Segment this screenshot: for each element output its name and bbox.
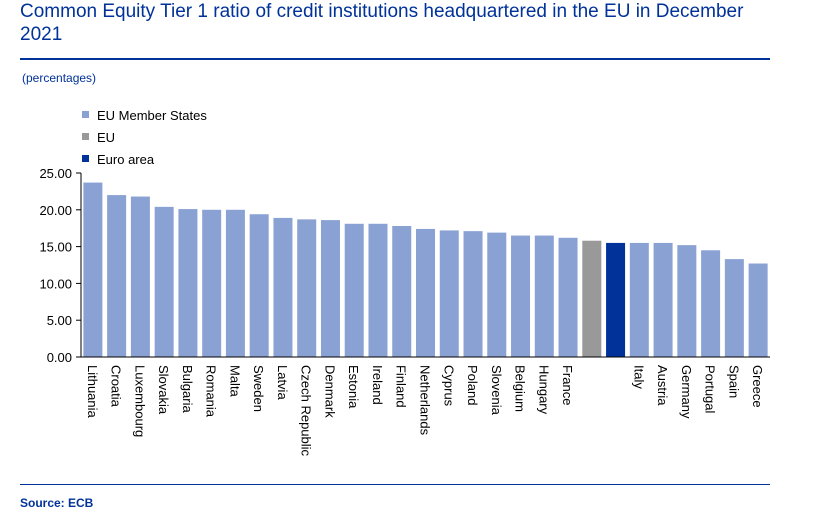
- bar-portugal: [701, 250, 721, 357]
- bar-poland: [463, 231, 483, 357]
- bar-spain: [724, 259, 744, 357]
- bar-slovenia: [487, 232, 507, 357]
- y-axis: 0.00 5.00 10.00 15.00 20.00 25.00: [39, 166, 82, 365]
- bar-bulgaria: [178, 209, 198, 357]
- bar-croatia: [107, 195, 127, 357]
- x-tick-label: Latvia: [275, 365, 290, 400]
- x-tick-label: Slovenia: [489, 365, 504, 416]
- unit-label: (percentages): [22, 71, 97, 85]
- bar-eu: [582, 240, 602, 357]
- bar-austria: [653, 242, 673, 357]
- y-tick-label: 0.00: [47, 350, 72, 365]
- x-tick-label: Hungary: [536, 365, 551, 415]
- bar-greece: [748, 263, 768, 357]
- legend-swatch-member: [82, 111, 89, 118]
- bars: [83, 182, 768, 357]
- y-tick-label: 25.00: [39, 166, 72, 181]
- bar-denmark: [320, 220, 340, 357]
- y-tick-label: 20.00: [39, 203, 72, 218]
- bar-sweden: [249, 214, 269, 357]
- x-tick-label: Malta: [227, 365, 242, 398]
- legend-swatch-euro_area: [82, 155, 89, 162]
- x-tick-label: Italy: [631, 365, 646, 389]
- bar-chart: EU Member States EU Euro area 0.00 5.00 10.0…: [39, 108, 770, 457]
- x-tick-label: Estonia: [346, 365, 361, 409]
- x-tick-label: Cyprus: [441, 365, 456, 407]
- x-tick-label: Lithuania: [85, 365, 100, 419]
- bar-cyprus: [439, 230, 459, 357]
- x-tick-label: Germany: [679, 365, 694, 419]
- source-note: Source: ECB: [20, 496, 94, 510]
- x-tick-label: Spain: [726, 365, 741, 398]
- bar-hungary: [534, 235, 554, 357]
- x-tick-label: Romania: [204, 365, 219, 418]
- bar-finland: [392, 225, 412, 357]
- x-tick-label: Finland: [394, 365, 409, 408]
- footer-divider: [20, 484, 770, 485]
- x-tick-label: Portugal: [703, 365, 718, 414]
- legend: EU Member States EU Euro area: [82, 108, 207, 167]
- x-tick-label: Czech Republic: [299, 365, 314, 457]
- bar-belgium: [511, 235, 531, 357]
- bar-slovakia: [154, 206, 174, 357]
- y-tick-label: 10.00: [39, 276, 72, 291]
- title-divider: [20, 58, 770, 60]
- x-tick-label: Bulgaria: [180, 365, 195, 413]
- bar-euro_area: [606, 242, 626, 357]
- x-tick-label: Luxembourg: [132, 365, 147, 437]
- bar-netherlands: [415, 228, 436, 357]
- x-tick-label: Netherlands: [418, 365, 433, 436]
- legend-swatch-eu: [82, 133, 89, 140]
- bar-estonia: [344, 223, 364, 357]
- bar-czech-republic: [297, 219, 317, 357]
- y-tick-label: 5.00: [47, 313, 72, 328]
- bar-germany: [677, 245, 697, 357]
- x-tick-label: Slovakia: [156, 365, 171, 415]
- x-tick-label: France: [560, 365, 575, 405]
- bar-romania: [202, 209, 222, 357]
- x-tick-label: Croatia: [109, 365, 124, 408]
- bar-france: [558, 237, 578, 357]
- bar-italy: [629, 242, 649, 357]
- legend-label-eu: EU: [97, 130, 115, 145]
- x-axis: Lithuania Croatia Luxembourg Slovakia Bulgar…: [81, 356, 770, 457]
- legend-label-euro_area: Euro area: [97, 152, 155, 167]
- bar-lithuania: [83, 182, 103, 357]
- x-tick-label: Denmark: [322, 365, 337, 418]
- x-tick-label: Austria: [655, 365, 670, 406]
- legend-label-member: EU Member States: [97, 108, 207, 123]
- bar-latvia: [273, 217, 293, 357]
- x-tick-label: Poland: [465, 365, 480, 405]
- x-tick-label: Greece: [750, 365, 765, 408]
- bar-malta: [225, 209, 245, 357]
- bar-luxembourg: [130, 196, 150, 357]
- x-tick-label: Belgium: [513, 365, 528, 412]
- x-tick-label: Sweden: [251, 365, 266, 412]
- bar-ireland: [368, 223, 388, 357]
- y-tick-label: 15.00: [39, 240, 72, 255]
- chart-title: Common Equity Tier 1 ratio of credit ins…: [20, 1, 744, 45]
- x-tick-label: Ireland: [370, 365, 385, 405]
